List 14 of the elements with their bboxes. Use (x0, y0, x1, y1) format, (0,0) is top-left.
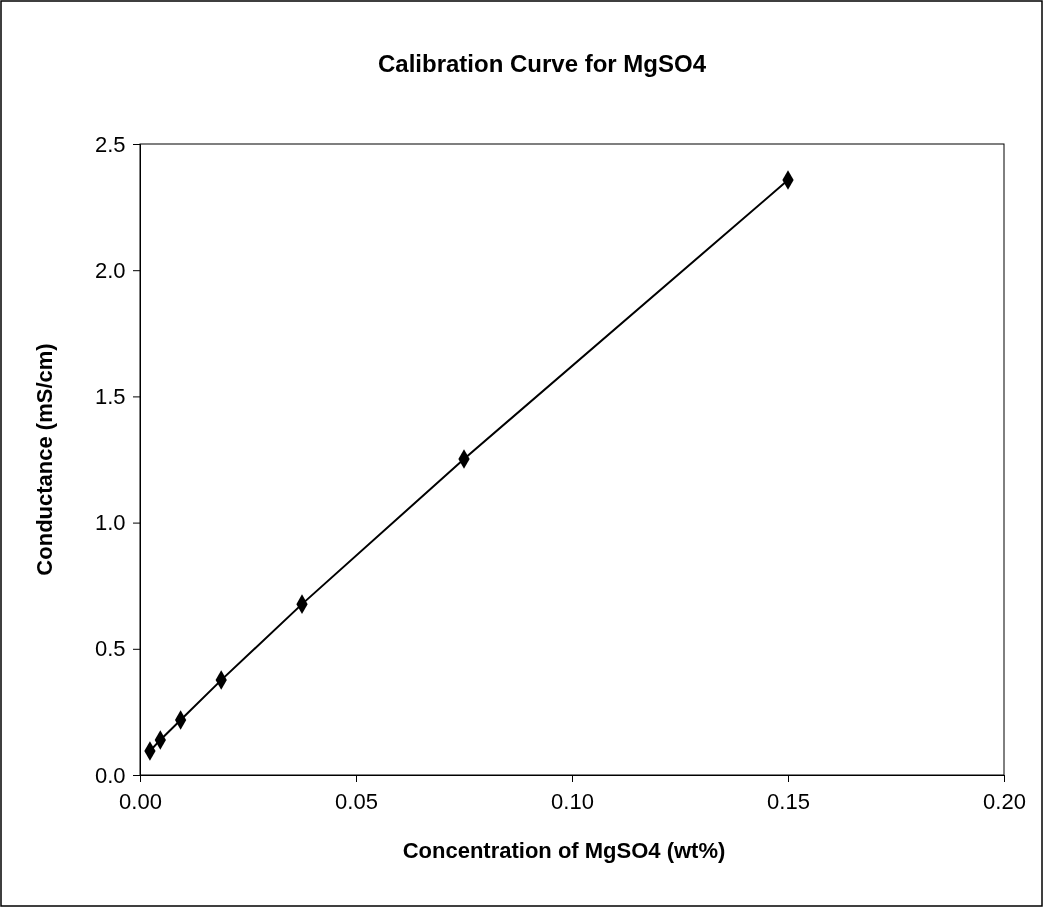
y-tick-label: 2.0 (95, 257, 126, 283)
x-tick-label: 0.05 (335, 789, 378, 815)
x-tick-label: 0.00 (119, 789, 162, 815)
y-tick-label: 1.0 (95, 510, 126, 536)
x-axis-title: Concentration of MgSO4 (wt%) (402, 838, 726, 863)
x-tick-label: 0.10 (551, 789, 594, 815)
y-axis-title: Conductance (mS/cm) (32, 343, 57, 576)
y-tick-label: 2.5 (95, 131, 126, 157)
chart-title: Calibration Curve for MgSO4 (377, 50, 707, 77)
y-tick-label: 1.5 (95, 383, 126, 409)
x-tick-label: 0.20 (983, 789, 1026, 815)
y-tick-label: 0.5 (95, 636, 126, 662)
x-tick-label: 0.15 (767, 789, 810, 815)
y-tick-label: 0.0 (95, 762, 126, 788)
